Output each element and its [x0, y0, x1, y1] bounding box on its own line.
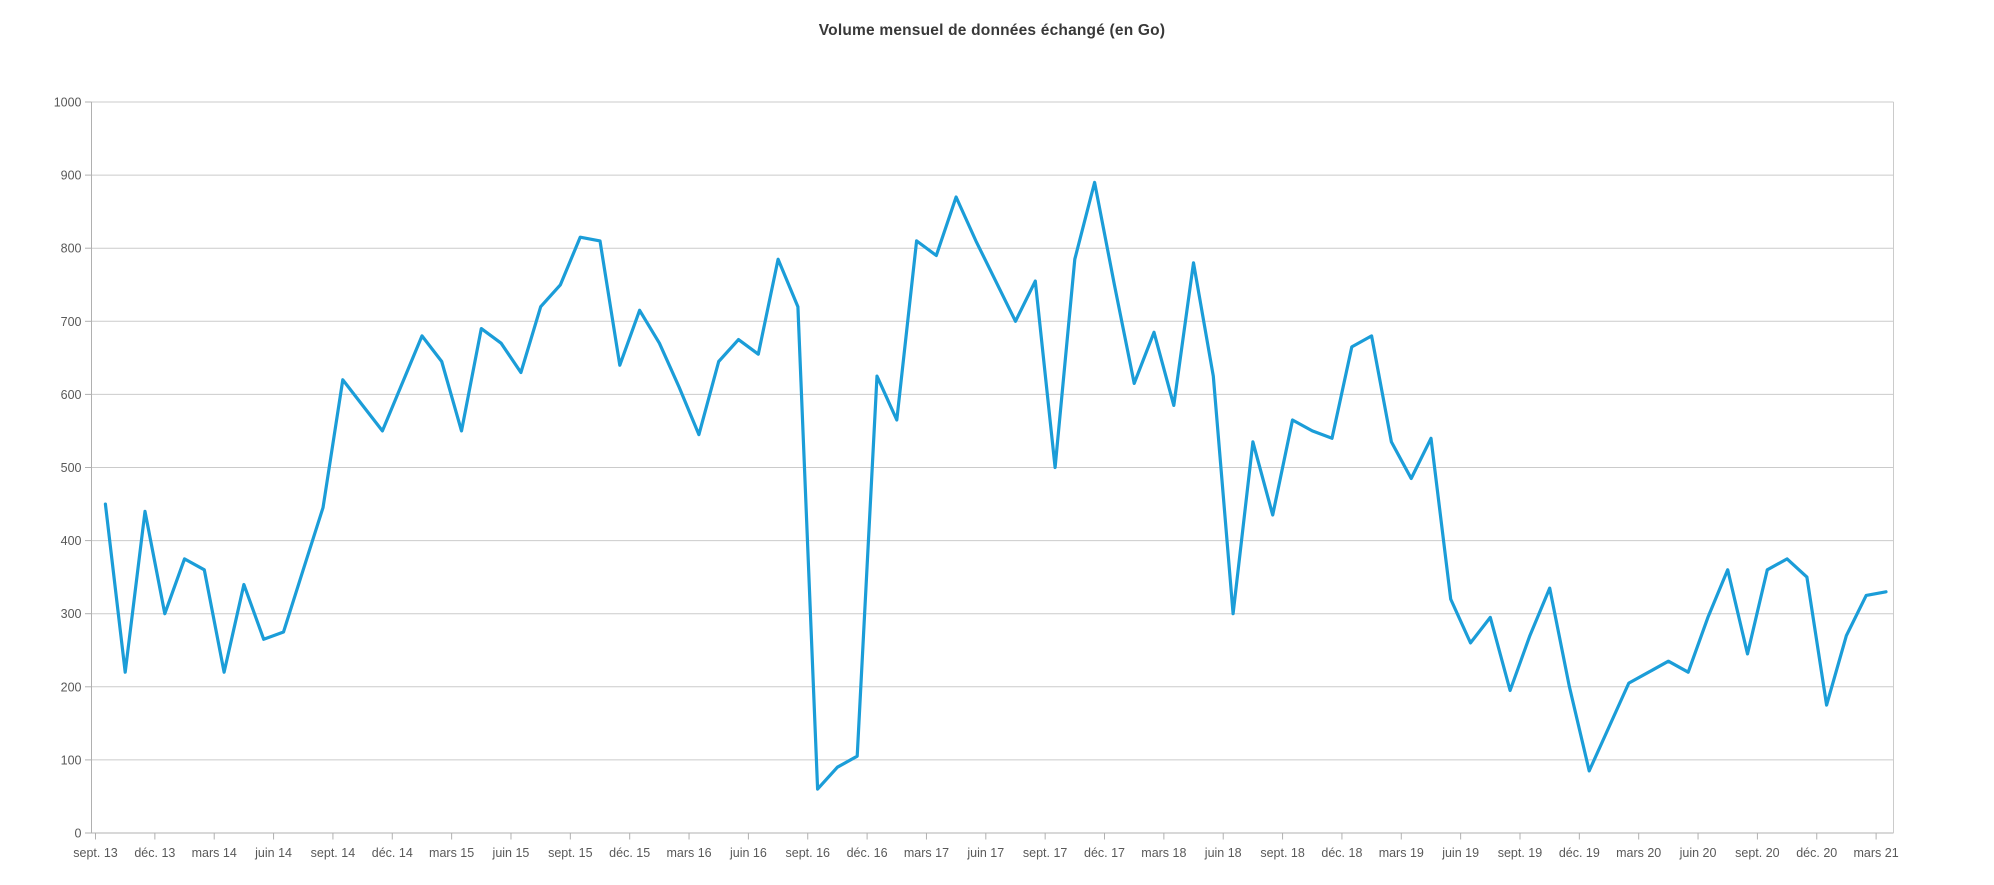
y-tick-label: 100	[61, 753, 82, 767]
y-tick-label: 800	[61, 242, 82, 256]
x-tick-label: déc. 19	[1559, 846, 1600, 860]
x-tick-label: sept. 17	[1023, 846, 1068, 860]
y-tick-label: 1000	[54, 96, 82, 110]
y-tick-label: 300	[61, 607, 82, 621]
y-tick-label: 0	[75, 827, 82, 841]
x-tick-label: déc. 14	[372, 846, 413, 860]
y-tick-label: 200	[61, 680, 82, 694]
x-tick-label: juin 19	[1441, 846, 1479, 860]
x-tick-label: sept. 16	[786, 846, 831, 860]
x-tick-label: sept. 13	[73, 846, 118, 860]
x-tick-label: mars 16	[666, 846, 711, 860]
y-axis-labels: 0 100 200 300 400 500 600 700 800 900 1000	[54, 96, 82, 841]
x-tick-label: mars 14	[192, 846, 237, 860]
chart-title: Volume mensuel de données échangé (en Go…	[818, 22, 1166, 39]
x-tick-label: mars 19	[1379, 846, 1424, 860]
x-tick-label: juin 20	[1679, 846, 1717, 860]
x-tick-label: mars 20	[1616, 846, 1661, 860]
x-tick-label: juin 14	[254, 846, 292, 860]
x-tick-label: juin 15	[492, 846, 530, 860]
gridlines	[91, 101, 1894, 834]
x-tick-label: mars 17	[904, 846, 949, 860]
tick-marks	[85, 101, 1877, 840]
y-tick-label: 600	[61, 388, 82, 402]
x-tick-label: déc. 17	[1084, 846, 1125, 860]
x-tick-label: déc. 20	[1796, 846, 1837, 860]
x-tick-label: juin 18	[1204, 846, 1242, 860]
x-tick-label: sept. 18	[1260, 846, 1305, 860]
x-tick-label: déc. 18	[1321, 846, 1362, 860]
x-tick-label: déc. 13	[134, 846, 175, 860]
y-tick-label: 900	[61, 169, 82, 183]
y-tick-label: 500	[61, 461, 82, 475]
x-tick-label: mars 18	[1141, 846, 1186, 860]
x-tick-label: déc. 16	[847, 846, 888, 860]
x-tick-label: sept. 14	[311, 846, 356, 860]
x-tick-label: sept. 20	[1735, 846, 1780, 860]
x-tick-label: sept. 15	[548, 846, 593, 860]
x-tick-label: déc. 15	[609, 846, 650, 860]
x-tick-label: juin 17	[966, 846, 1004, 860]
y-tick-label: 400	[61, 534, 82, 548]
x-tick-label: sept. 19	[1498, 846, 1543, 860]
data-series-line	[103, 180, 1888, 791]
x-tick-label: mars 15	[429, 846, 474, 860]
x-axis-labels: sept. 13 déc. 13 mars 14 juin 14 sept. 14 déc…	[73, 846, 1898, 860]
y-tick-label: 700	[61, 315, 82, 329]
x-tick-label: juin 16	[729, 846, 767, 860]
x-tick-label: mars 21	[1854, 846, 1899, 860]
